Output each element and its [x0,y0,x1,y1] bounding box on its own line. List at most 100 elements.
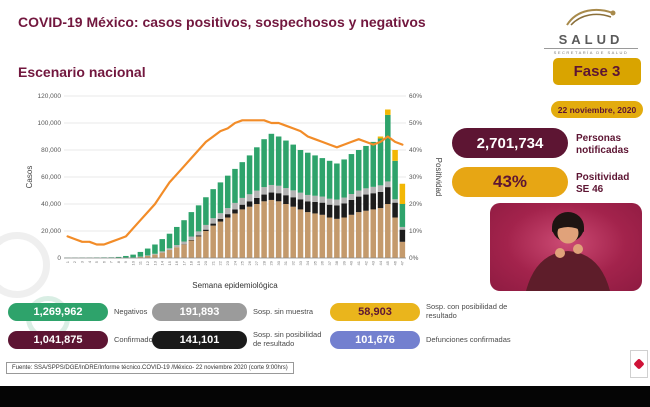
svg-text:32: 32 [291,260,296,265]
svg-text:34: 34 [305,260,310,265]
salud-logo-subtext: SECRETARÍA DE SALUD [544,48,638,55]
svg-text:47: 47 [400,260,405,265]
svg-text:120,000: 120,000 [38,93,62,100]
watermark-emblem [0,232,50,298]
sosp-sin-posibilidad-label: Sosp. sin posibilidad de resultado [253,330,322,348]
svg-text:Semana epidemiológica: Semana epidemiológica [192,281,278,290]
svg-text:44: 44 [378,260,383,265]
svg-text:36: 36 [320,260,325,265]
svg-text:20: 20 [203,260,208,265]
svg-text:1: 1 [65,260,70,263]
svg-text:20%: 20% [409,201,422,208]
svg-text:24: 24 [232,260,237,265]
svg-text:14: 14 [160,260,165,265]
svg-text:16: 16 [174,260,179,265]
eagle-icon [566,8,616,26]
svg-text:29: 29 [269,260,274,265]
svg-text:4: 4 [87,260,92,263]
svg-text:23: 23 [225,260,230,265]
svg-text:30%: 30% [409,174,422,181]
notified-count-pill: 2,701,734 [452,128,568,158]
salud-logo: SALUD SECRETARÍA DE SALUD [544,5,638,55]
notified-label: Personas notificadas [576,133,629,156]
svg-text:40,000: 40,000 [41,201,61,208]
svg-text:21: 21 [211,260,216,265]
svg-text:43: 43 [371,260,376,265]
svg-text:3: 3 [80,260,85,263]
section-title: Escenario nacional [18,64,146,80]
svg-text:100,000: 100,000 [38,120,62,127]
svg-text:37: 37 [327,260,332,265]
phase-badge: Fase 3 [553,58,641,85]
svg-text:0: 0 [57,255,61,262]
negativos-label: Negativos [114,306,148,316]
notified-label-line1: Personas [576,133,622,144]
negativos-badge: 1,269,962 [8,303,108,321]
svg-text:39: 39 [341,260,346,265]
svg-text:30: 30 [276,260,281,265]
source-footer: Fuente: SSA/SPPS/DGE/InDRE/Informe técni… [6,362,294,374]
svg-text:17: 17 [181,260,186,265]
sosp-sin-muestra-badge: 191,893 [152,303,247,321]
svg-text:22: 22 [218,260,223,265]
svg-text:60,000: 60,000 [41,174,61,181]
svg-text:20,000: 20,000 [41,228,61,235]
svg-text:60%: 60% [409,93,422,100]
svg-text:12: 12 [145,260,150,265]
interpreter-figure [526,212,610,291]
svg-text:41: 41 [356,260,361,265]
svg-text:5: 5 [94,260,99,263]
notified-label-line2: notificadas [576,144,629,156]
confirmados-badge: 1,041,875 [8,331,108,349]
positivity-label: Positividad SE 46 [576,172,629,195]
epidemic-stacked-bar-chart: 0 20,000 40,000 60,000 80,000 100,000 120,000 0… [25,93,442,290]
svg-text:33: 33 [298,260,303,265]
svg-text:46: 46 [392,260,397,265]
svg-text:40%: 40% [409,147,422,154]
sosp-sin-muestra-label: Sosp. sin muestra [253,306,314,316]
defunciones-badge: 101,676 [330,331,420,349]
svg-text:2: 2 [72,260,77,263]
svg-text:45: 45 [385,260,390,265]
svg-text:13: 13 [152,260,157,265]
positivity-label-line2: SE 46 [576,183,604,195]
svg-text:25: 25 [240,260,245,265]
rtc-logo [630,350,648,378]
svg-text:40: 40 [349,260,354,265]
positivity-pill: 43% [452,167,568,197]
sosp-sin-posibilidad-badge: 141,101 [152,331,247,349]
svg-text:11: 11 [138,260,143,265]
svg-text:6: 6 [101,260,106,263]
page-title: COVID-19 México: casos positivos, sospec… [18,14,426,30]
svg-text:Casos: Casos [25,166,34,189]
svg-text:0%: 0% [409,255,419,262]
svg-text:35: 35 [312,260,317,265]
svg-text:9: 9 [123,260,128,263]
svg-text:28: 28 [261,260,266,265]
svg-text:10%: 10% [409,228,422,235]
svg-text:18: 18 [189,260,194,265]
svg-text:42: 42 [363,260,368,265]
svg-text:15: 15 [167,260,172,265]
sign-language-interpreter-video [490,203,642,291]
svg-text:26: 26 [247,260,252,265]
svg-text:38: 38 [334,260,339,265]
positivity-label-line1: Positividad [576,172,630,183]
svg-text:19: 19 [196,260,201,265]
svg-text:31: 31 [283,260,288,265]
svg-text:10: 10 [130,260,135,265]
svg-text:27: 27 [254,260,259,265]
salud-logo-text: SALUD [558,32,624,47]
svg-text:Positividad: Positividad [434,158,442,197]
svg-text:7: 7 [109,260,114,263]
svg-text:80,000: 80,000 [41,147,61,154]
date-badge: 22 noviembre, 2020 [551,101,643,118]
sosp-con-posibilidad-badge: 58,903 [330,303,420,321]
svg-text:8: 8 [116,260,121,263]
defunciones-label: Defunciones confirmadas [426,334,511,344]
confirmados-label: Confirmados [114,334,157,344]
rtc-mark-icon [633,358,645,370]
sosp-con-posibilidad-label: Sosp. con posibilidad de resultado [426,302,508,320]
svg-text:50%: 50% [409,120,422,127]
